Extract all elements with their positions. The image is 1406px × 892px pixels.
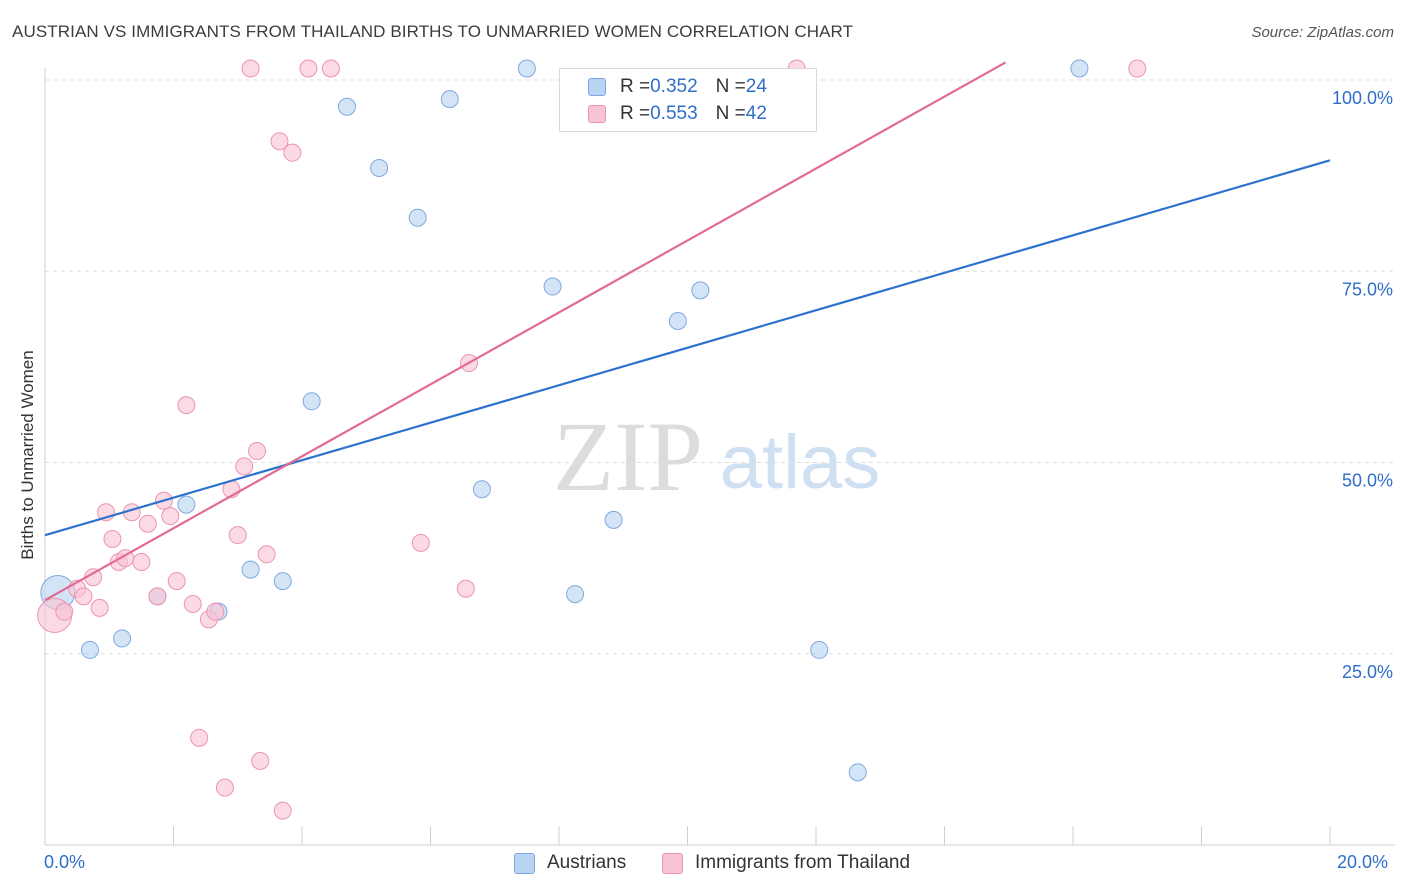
point-thailand-35 (411, 533, 430, 552)
point-austrians-18 (668, 311, 687, 330)
legend-n-value: 24 (745, 76, 767, 97)
point-thailand-22 (215, 778, 234, 797)
legend-r-label: R = (620, 103, 651, 124)
legend-swatch-austrians (588, 78, 606, 96)
point-austrians-11 (408, 208, 427, 227)
legend-r-label: R = (620, 76, 651, 97)
bottom-legend-label-austrians: Austrians (547, 852, 627, 873)
point-austrians-13 (472, 480, 491, 499)
trendline-thailand (44, 61, 1007, 602)
y-tick-label-100: 100.0% (1332, 88, 1393, 108)
point-thailand-17 (177, 396, 196, 415)
bottom-legend: Austrians Immigrants from Thailand (0, 852, 1406, 878)
y-axis-label-wrap: Births to Unmarried Women (16, 330, 40, 580)
point-thailand-33 (299, 59, 318, 78)
y-axis-label: Births to Unmarried Women (18, 350, 37, 560)
chart-title: AUSTRIAN VS IMMIGRANTS FROM THAILAND BIR… (12, 22, 854, 41)
y-tick-label-75: 75.0% (1342, 279, 1393, 299)
x-tick-label-min: 0.0% (44, 852, 86, 872)
watermark-zip: ZIP (553, 401, 703, 512)
trendlines (44, 61, 1331, 602)
point-austrians-15 (543, 277, 562, 296)
legend-row-austrians: R = 0.352 N = 24 (588, 74, 767, 100)
point-austrians-17 (604, 510, 623, 529)
point-austrians-12 (440, 90, 459, 109)
bottom-legend-label-thailand: Immigrants from Thailand (695, 852, 911, 873)
bottom-legend-swatch-austrians (514, 852, 535, 874)
data-points (37, 59, 1147, 820)
point-thailand-7 (103, 530, 122, 548)
point-thailand-21 (206, 602, 225, 621)
point-austrians-20 (810, 640, 829, 659)
point-thailand-18 (183, 595, 202, 614)
legend-n-label: N = (715, 76, 746, 97)
point-austrians-2 (113, 629, 132, 648)
point-thailand-11 (132, 552, 151, 571)
trendline-austrians (44, 159, 1331, 537)
point-thailand-25 (235, 457, 254, 476)
x-tick-label-max: 20.0% (1337, 852, 1389, 872)
watermark: ZIP atlas (553, 401, 880, 512)
point-austrians-1 (80, 640, 99, 659)
legend-swatch-thailand (588, 105, 606, 123)
point-austrians-8 (302, 392, 321, 411)
point-austrians-21 (848, 763, 867, 782)
point-thailand-1 (55, 602, 74, 621)
point-thailand-34 (321, 59, 340, 78)
point-austrians-19 (691, 281, 710, 300)
point-austrians-10 (370, 158, 389, 177)
legend-n-label: N = (715, 103, 746, 124)
point-austrians-6 (241, 560, 260, 579)
point-thailand-27 (248, 442, 267, 461)
watermark-atlas: atlas (720, 420, 881, 505)
point-austrians-4 (177, 495, 196, 514)
point-thailand-13 (148, 587, 167, 606)
point-thailand-30 (270, 132, 289, 151)
legend-n-value: 42 (745, 103, 767, 124)
y-tick-label-50: 50.0% (1342, 471, 1393, 491)
point-thailand-24 (228, 526, 247, 545)
chart-source: Source: ZipAtlas.com (1251, 24, 1394, 41)
point-thailand-12 (138, 514, 157, 533)
legend-r-value: 0.553 (650, 103, 698, 124)
y-tick-labels: 25.0% 50.0% 75.0% 100.0% (1332, 88, 1393, 682)
bottom-legend-swatch-thailand (662, 852, 683, 874)
point-thailand-39 (1128, 59, 1147, 78)
point-thailand-16 (167, 572, 186, 591)
point-thailand-15 (161, 507, 180, 526)
point-thailand-26 (241, 59, 260, 78)
axes (44, 68, 1395, 846)
point-austrians-14 (517, 59, 536, 78)
point-thailand-36 (456, 579, 475, 598)
legend-row-thailand: R = 0.553 N = 42 (588, 101, 767, 127)
point-thailand-32 (283, 143, 302, 162)
point-austrians-7 (273, 572, 292, 591)
point-austrians-22 (1070, 59, 1089, 78)
point-austrians-16 (566, 585, 585, 604)
point-thailand-19 (190, 728, 209, 747)
legend: R = 0.352 N = 24 R = 0.553 N = 42 (559, 68, 817, 132)
y-tick-label-25: 25.0% (1342, 662, 1393, 682)
point-thailand-3 (74, 587, 93, 606)
bottom-legend-thailand: Immigrants from Thailand (662, 852, 910, 874)
point-austrians-9 (337, 97, 356, 116)
point-thailand-5 (90, 598, 109, 617)
bottom-legend-austrians: Austrians (514, 852, 626, 874)
point-thailand-28 (251, 751, 270, 770)
point-thailand-31 (273, 801, 292, 820)
legend-r-value: 0.352 (650, 76, 698, 97)
point-thailand-29 (257, 545, 276, 564)
